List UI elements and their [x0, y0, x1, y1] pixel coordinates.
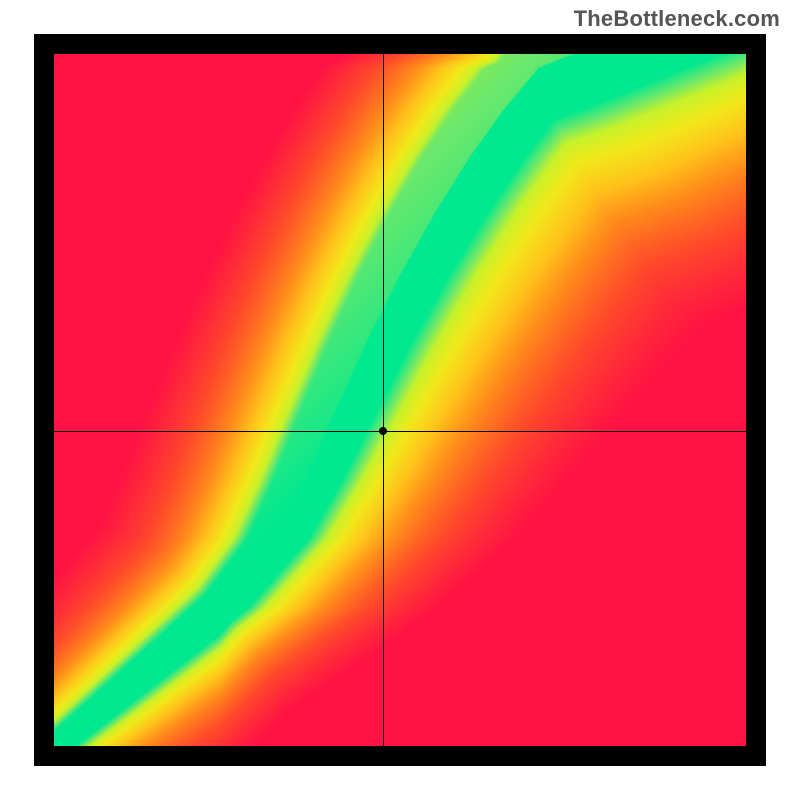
crosshair-vertical — [383, 54, 384, 746]
chart-container: TheBottleneck.com — [0, 0, 800, 800]
heatmap-canvas — [54, 54, 746, 746]
chart-frame — [34, 34, 766, 766]
crosshair-dot — [379, 427, 387, 435]
crosshair-horizontal — [54, 431, 746, 432]
watermark-text: TheBottleneck.com — [574, 6, 780, 32]
